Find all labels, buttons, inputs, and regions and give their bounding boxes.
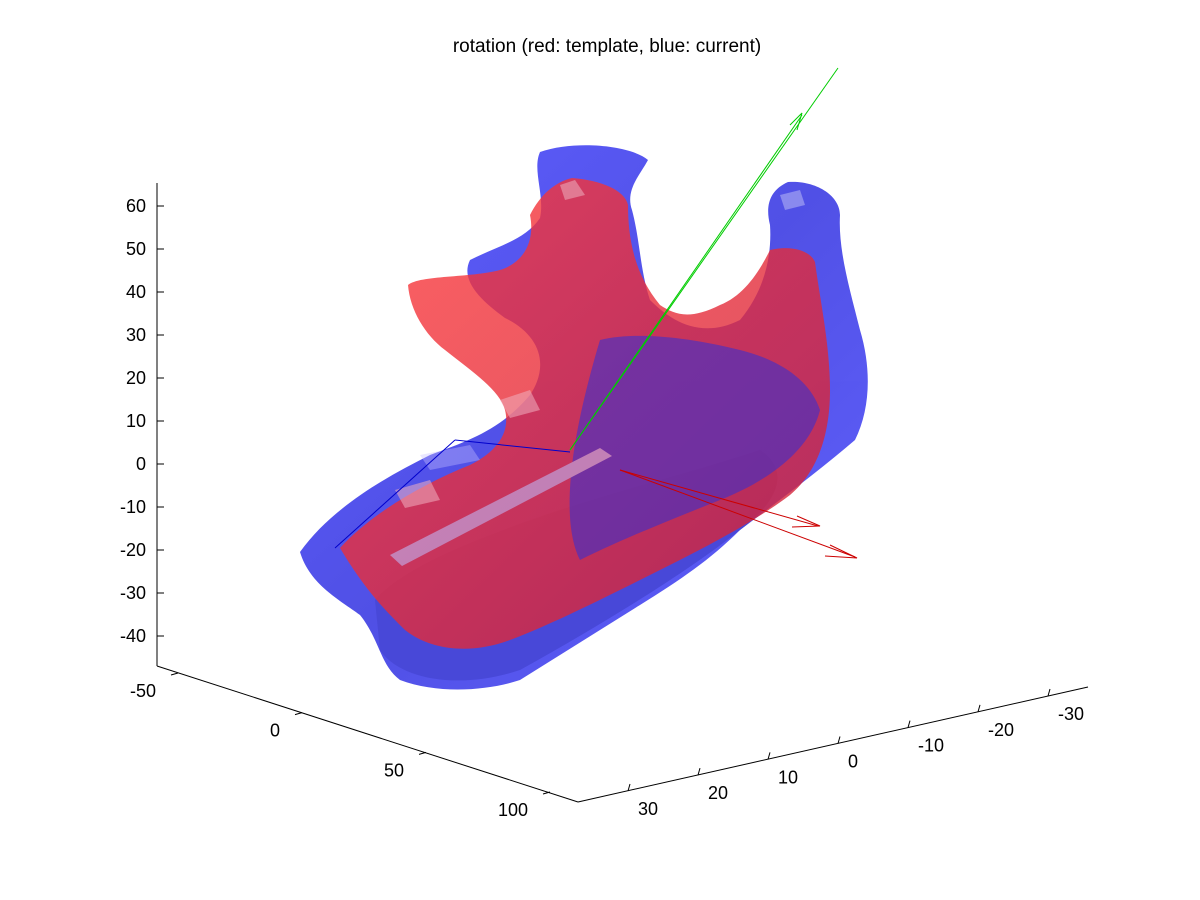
y-tick: [907, 720, 911, 728]
y-axis-line: [577, 686, 1089, 803]
y-tick-label: 10: [778, 767, 798, 787]
y-tick: [837, 736, 841, 744]
y-tick-label: 30: [638, 799, 658, 819]
z-tick-label: 10: [126, 411, 146, 431]
z-axis-ticks: 60 50 40 30 20 10 0 -10 -20 -30 -40: [120, 196, 164, 646]
z-tick-label: 50: [126, 239, 146, 259]
chart-title: rotation (red: template, blue: current): [453, 36, 761, 57]
axis-frame: [156, 183, 1089, 803]
y-tick-label: -20: [988, 720, 1014, 740]
y-tick: [627, 783, 631, 792]
y-tick: [767, 752, 771, 760]
y-tick-label: 20: [708, 783, 728, 803]
x-tick-label: 0: [270, 721, 280, 741]
y-tick: [977, 704, 981, 712]
x-tick: [542, 791, 551, 795]
y-tick-label: -10: [918, 736, 944, 756]
red-axis-vector: [619, 469, 856, 558]
z-tick-label: 60: [126, 196, 146, 216]
red-axis-vector-2: [619, 469, 819, 527]
y-tick-label: 0: [848, 752, 858, 772]
blue-axis-vector-2: [334, 439, 456, 549]
y-tick: [697, 768, 701, 776]
y-tick: [1047, 688, 1051, 697]
z-tick-label: 0: [136, 454, 146, 474]
vectors: [334, 67, 858, 559]
x-axis-line: [156, 665, 579, 803]
x-tick-label: 100: [498, 800, 528, 820]
x-tick: [170, 672, 179, 676]
z-tick-label: 40: [126, 282, 146, 302]
z-tick-label: -30: [120, 583, 146, 603]
y-axis-ticks: 30 20 10 0 -10 -20 -30: [627, 688, 1084, 819]
x-tick-label: -50: [130, 681, 156, 701]
red-arrowhead-1: [824, 544, 858, 559]
z-tick-label: 20: [126, 368, 146, 388]
z-tick-label: -20: [120, 540, 146, 560]
shading-overlay: [390, 180, 820, 566]
x-tick: [294, 712, 303, 716]
z-tick-label: 30: [126, 325, 146, 345]
x-tick-label: 50: [384, 760, 404, 780]
x-axis-ticks: -50 0 50 100: [130, 672, 551, 820]
z-tick-label: -10: [120, 497, 146, 517]
x-tick: [418, 751, 427, 755]
y-tick-label: -30: [1058, 704, 1084, 724]
blue-axis-vector: [454, 439, 571, 453]
green-arrowhead: [789, 112, 803, 131]
green-axis-vector-2: [569, 114, 803, 451]
z-tick-label: -40: [120, 626, 146, 646]
red-arrowhead-2: [791, 515, 821, 528]
